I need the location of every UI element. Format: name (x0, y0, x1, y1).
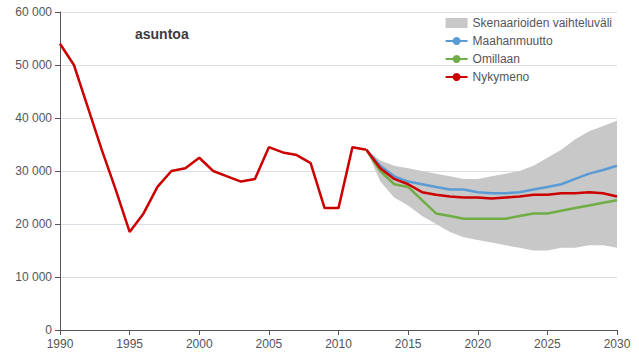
svg-text:2025: 2025 (534, 337, 561, 351)
svg-text:40 000: 40 000 (15, 111, 52, 125)
svg-text:50 000: 50 000 (15, 58, 52, 72)
svg-text:2015: 2015 (395, 337, 422, 351)
svg-text:2010: 2010 (325, 337, 352, 351)
svg-text:Nykymeno: Nykymeno (473, 70, 530, 84)
svg-text:60 000: 60 000 (15, 5, 52, 19)
svg-text:asuntoa: asuntoa (135, 26, 189, 42)
svg-text:Omillaan: Omillaan (473, 52, 520, 66)
svg-text:30 000: 30 000 (15, 164, 52, 178)
svg-text:Skenaarioiden vaihteluväli: Skenaarioiden vaihteluväli (473, 16, 612, 30)
svg-text:0: 0 (45, 323, 52, 337)
svg-text:1990: 1990 (47, 337, 74, 351)
svg-text:10 000: 10 000 (15, 270, 52, 284)
svg-text:2005: 2005 (256, 337, 283, 351)
svg-text:2020: 2020 (464, 337, 491, 351)
svg-text:2000: 2000 (186, 337, 213, 351)
svg-text:Maahanmuutto: Maahanmuutto (473, 34, 553, 48)
svg-text:2030: 2030 (604, 337, 631, 351)
svg-text:1995: 1995 (116, 337, 143, 351)
svg-text:20 000: 20 000 (15, 217, 52, 231)
